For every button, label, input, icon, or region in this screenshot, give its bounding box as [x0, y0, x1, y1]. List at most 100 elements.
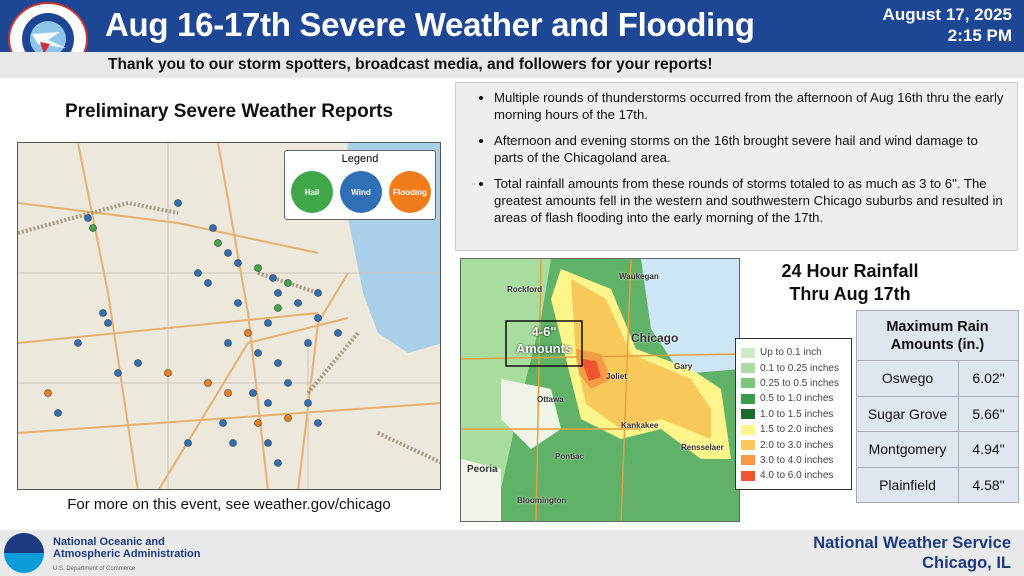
annotation-line: Amounts	[515, 341, 573, 356]
legend-title: Legend	[341, 153, 379, 165]
report-marker	[314, 289, 322, 297]
report-marker	[74, 339, 82, 347]
table-row: Plainfield 4.58"	[856, 466, 1019, 503]
legend-label: 0.25 to 0.5 inches	[760, 377, 839, 389]
report-marker	[99, 309, 107, 317]
table-row: Montgomery 4.94"	[856, 431, 1019, 468]
amount-cell: 4.94"	[958, 431, 1019, 468]
legend-swatch	[741, 455, 755, 466]
city-label: Pontiac	[555, 452, 584, 461]
rainfall-legend-item: 1.0 to 1.5 inches	[741, 407, 851, 422]
report-marker	[284, 279, 292, 287]
noaa-dept: U.S. Department of Commerce	[53, 566, 136, 572]
noaa-line: National Oceanic and	[53, 536, 165, 548]
time-text: 2:15 PM	[947, 26, 1012, 45]
rainfall-annotation: 4-6" Amounts	[507, 323, 581, 357]
location-cell: Sugar Grove	[856, 395, 959, 432]
city-label: Chicago	[631, 331, 679, 345]
legend-label: 0.5 to 1.0 inches	[760, 393, 834, 405]
date-text: August 17, 2025	[882, 5, 1012, 24]
report-marker	[254, 264, 262, 272]
report-marker	[254, 419, 262, 427]
city-label: Rockford	[507, 285, 543, 294]
legend-swatch	[741, 470, 755, 481]
legend-swatch	[741, 440, 755, 451]
rainfall-legend-item: 3.0 to 4.0 inches	[741, 453, 851, 468]
report-marker	[224, 339, 232, 347]
report-marker	[204, 279, 212, 287]
legend-label: 1.0 to 1.5 inches	[760, 408, 834, 420]
noaa-line: Atmospheric Administration	[53, 548, 201, 560]
report-marker	[314, 419, 322, 427]
report-marker	[264, 319, 272, 327]
legend-swatch	[741, 424, 755, 435]
report-marker	[274, 304, 282, 312]
rainfall-legend-item: Up to 0.1 inch	[741, 345, 851, 360]
city-label: Gary	[674, 362, 693, 371]
legend-swatch	[741, 409, 755, 420]
report-marker	[214, 239, 222, 247]
report-marker	[244, 329, 252, 337]
table-row: Sugar Grove 5.66"	[856, 395, 1019, 432]
report-marker	[314, 314, 322, 322]
report-marker	[249, 389, 257, 397]
report-marker	[174, 199, 182, 207]
more-info-caption: For more on this event, see weather.gov/…	[67, 496, 391, 513]
bullet-item: Afternoon and evening storms on the 16th…	[494, 132, 1009, 166]
rainfall-legend-item: 1.5 to 2.0 inches	[741, 422, 851, 437]
timestamp: August 17, 2025 2:15 PM	[883, 4, 1012, 46]
legend-swatch	[741, 347, 755, 358]
report-marker	[204, 379, 212, 387]
report-marker	[104, 319, 112, 327]
legend-swatch	[741, 378, 755, 389]
report-marker	[219, 419, 227, 427]
amount-cell: 6.02"	[958, 360, 1019, 397]
legend-label: 4.0 to 6.0 inches	[760, 470, 834, 482]
report-marker	[254, 349, 262, 357]
city-label: Bloomington	[517, 496, 567, 505]
amount-cell: 5.66"	[958, 395, 1019, 432]
noaa-name: National Oceanic and Atmospheric Administ…	[53, 536, 201, 575]
report-marker	[54, 409, 62, 417]
rainfall-legend-item: 2.0 to 3.0 inches	[741, 437, 851, 452]
noaa-logo	[4, 533, 44, 573]
report-marker	[194, 269, 202, 277]
city-label: Waukegan	[619, 272, 659, 281]
amount-cell: 4.58"	[958, 466, 1019, 503]
city-label: Peoria	[467, 464, 498, 475]
location-cell: Plainfield	[856, 466, 959, 503]
report-marker	[264, 439, 272, 447]
report-marker	[274, 359, 282, 367]
max-rain-table: Maximum Rain Amounts (in.) Oswego 6.02" S…	[856, 310, 1019, 503]
city-label: Rensselaer	[681, 443, 724, 452]
location-cell: Montgomery	[856, 431, 959, 468]
rainfall-legend-item: 0.5 to 1.0 inches	[741, 391, 851, 406]
subtitle-bar: Thank you to our storm spotters, broadca…	[0, 52, 1024, 78]
rainfall-legend: Up to 0.1 inch 0.1 to 0.25 inches 0.25 to …	[735, 338, 852, 490]
report-marker	[209, 224, 217, 232]
page-title: Aug 16-17th Severe Weather and Flooding	[105, 6, 755, 43]
report-marker	[234, 259, 242, 267]
annotation-line: 4-6"	[531, 324, 557, 339]
report-marker	[274, 459, 282, 467]
legend-flooding: Flooding	[389, 171, 431, 213]
summary-bullets: Multiple rounds of thunderstorms occurre…	[455, 82, 1018, 251]
report-marker	[134, 359, 142, 367]
legend-label: 1.5 to 2.0 inches	[760, 424, 834, 436]
nws-line: Chicago, IL	[922, 554, 1011, 572]
subtitle: Thank you to our storm spotters, broadca…	[108, 56, 713, 73]
report-marker	[164, 369, 172, 377]
report-marker	[114, 369, 122, 377]
report-marker	[224, 249, 232, 257]
legend-label: Up to 0.1 inch	[760, 347, 822, 359]
report-marker	[224, 389, 232, 397]
reports-title: Preliminary Severe Weather Reports	[64, 101, 394, 122]
legend-label: 3.0 to 4.0 inches	[760, 454, 834, 466]
rainfall-map: Rockford Waukegan Chicago Joliet Gary Ot…	[460, 258, 740, 522]
rainfall-title-line: 24 Hour Rainfall	[781, 261, 919, 281]
location-cell: Oswego	[856, 360, 959, 397]
report-marker	[234, 299, 242, 307]
report-marker	[269, 274, 277, 282]
report-marker	[84, 214, 92, 222]
report-marker	[334, 329, 342, 337]
